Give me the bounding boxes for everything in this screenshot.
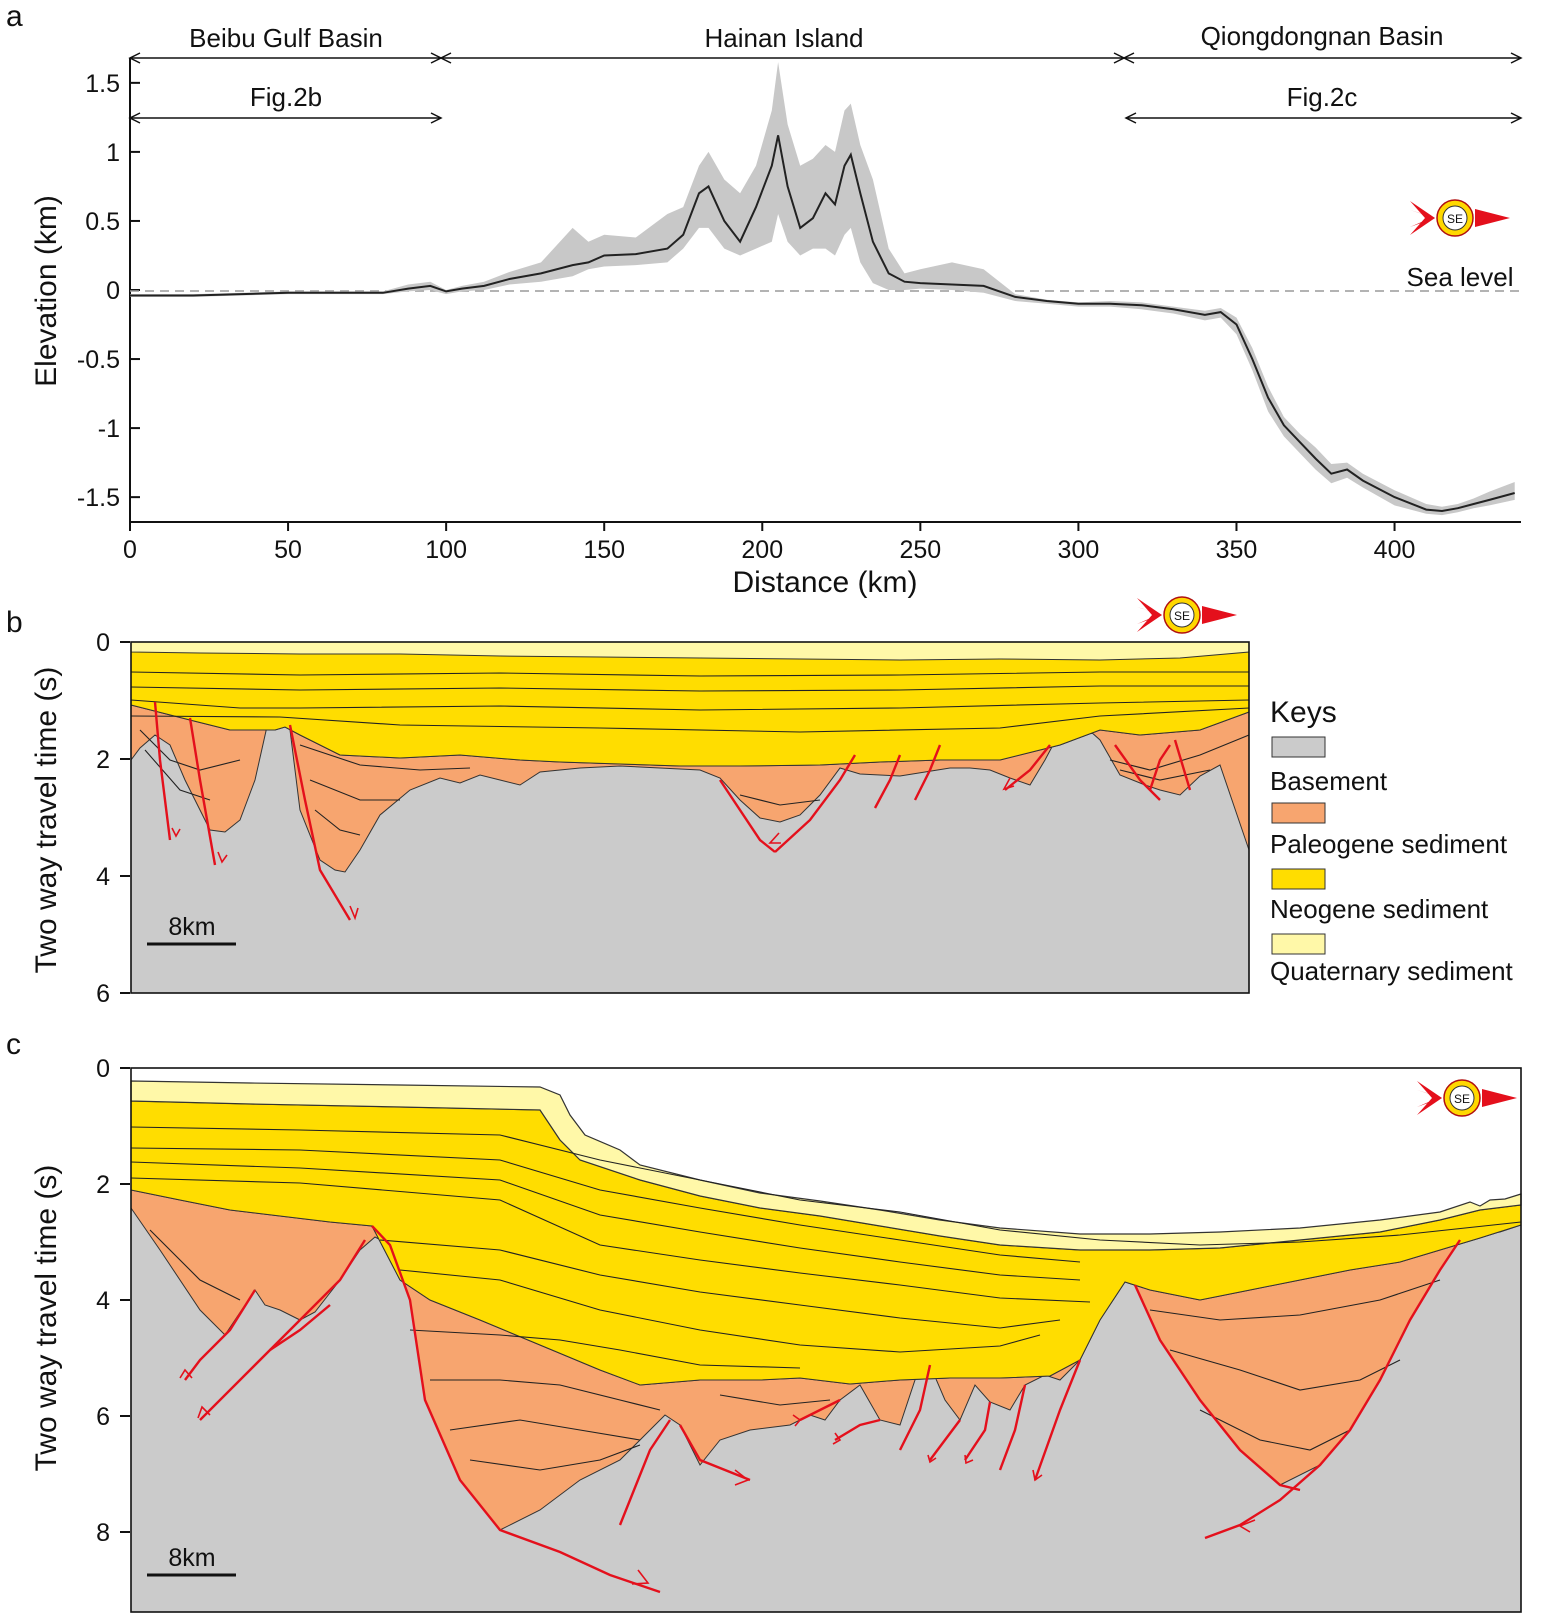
- b-frame: [130, 641, 1250, 994]
- y-axis-ticks: 1.5 1 0.5 0 -0.5 -1 -1.5: [77, 70, 140, 512]
- region-label-beibu: Beibu Gulf Basin: [189, 23, 383, 53]
- b-neogene: [130, 651, 1250, 767]
- legend-swatch-paleogene: [1271, 802, 1326, 824]
- x-axis-ticks: 0 50 100 150 200 250 300 350 400: [123, 522, 1415, 564]
- legend-label-neogene: Neogene sediment: [1270, 894, 1489, 924]
- y-tick-label: 0.5: [85, 208, 120, 236]
- panel-b-tick-2: 2: [96, 746, 110, 774]
- region-label-qiongdongnan: Qiongdongnan Basin: [1201, 21, 1444, 51]
- y-tick-label: -1: [98, 415, 120, 443]
- legend-label-basement: Basement: [1270, 766, 1388, 796]
- fig-ref-2b: Fig.2b: [250, 82, 322, 112]
- x-tick-label: 300: [1058, 536, 1100, 564]
- region-label-hainan: Hainan Island: [705, 23, 864, 53]
- c-frame: [130, 1067, 1522, 1613]
- panel-b: b Two way travel time (s) 0 2 4 6: [6, 596, 1514, 1008]
- legend-title: Keys: [1270, 696, 1337, 729]
- mean-elevation-line: [130, 135, 1515, 513]
- panel-b-tick-4: 4: [96, 863, 110, 891]
- legend-swatch-quaternary: [1271, 933, 1326, 955]
- compass-c-label: SE: [1454, 1092, 1470, 1106]
- panel-c-y-axis-ticks: [120, 1067, 130, 1533]
- y-tick-label: -0.5: [77, 346, 120, 374]
- panel-b-label: b: [6, 606, 23, 639]
- panel-c: c Two way travel time (s) 0 2 4 6 8: [6, 1028, 1522, 1613]
- x-tick-label: 150: [583, 536, 625, 564]
- region-arrows: [128, 52, 1523, 124]
- panel-c-tick-0: 0: [96, 1055, 110, 1083]
- elevation-range-band: [130, 62, 1515, 516]
- y-axis-title: Elevation (km): [30, 195, 63, 387]
- c-horizons: [130, 1126, 1522, 1471]
- legend-swatch-neogene: [1271, 868, 1326, 890]
- panel-c-y-axis-title: Two way travel time (s): [30, 1165, 63, 1472]
- panel-c-tick-2: 2: [96, 1171, 110, 1199]
- compass-b: SE: [1136, 596, 1238, 634]
- panel-b-tick-6: 6: [96, 980, 110, 1008]
- panel-a-label: a: [6, 0, 23, 33]
- c-scale-label: 8km: [168, 1544, 215, 1572]
- x-tick-label: 50: [274, 536, 302, 564]
- panel-c-tick-4: 4: [96, 1287, 110, 1315]
- x-tick-label: 200: [741, 536, 783, 564]
- compass-a: SE: [1409, 199, 1511, 237]
- y-tick-label: 0: [106, 277, 120, 305]
- c-basement: [131, 1208, 1521, 1612]
- panel-b-y-axis-ticks: [120, 641, 130, 994]
- panel-c-label: c: [6, 1028, 21, 1061]
- y-tick-label: 1: [106, 139, 120, 167]
- x-tick-label: 250: [899, 536, 941, 564]
- panel-b-y-axis-title: Two way travel time (s): [30, 667, 63, 974]
- x-tick-label: 0: [123, 536, 137, 564]
- x-tick-label: 100: [425, 536, 467, 564]
- b-quaternary: [130, 641, 1250, 661]
- b-scale-label: 8km: [168, 913, 215, 941]
- b-faults: [153, 701, 1192, 921]
- panel-c-tick-6: 6: [96, 1403, 110, 1431]
- sea-level-label: Sea level: [1407, 262, 1514, 292]
- panel-a: a Beibu Gulf Basin Hainan Island Qiongdo…: [6, 0, 1523, 599]
- c-quaternary: [130, 1080, 1522, 1251]
- x-tick-label: 350: [1216, 536, 1258, 564]
- c-faults: [179, 1225, 1461, 1594]
- compass-c: SE: [1416, 1079, 1518, 1117]
- legend-swatch-basement: [1271, 736, 1326, 758]
- fig-ref-2c: Fig.2c: [1287, 82, 1358, 112]
- legend-label-quaternary: Quaternary sediment: [1270, 956, 1514, 986]
- y-tick-label: 1.5: [85, 70, 120, 98]
- legend: Keys Basement Paleogene sediment Neogene…: [1270, 696, 1514, 986]
- compass-b-label: SE: [1174, 609, 1190, 623]
- legend-label-paleogene: Paleogene sediment: [1270, 829, 1508, 859]
- panel-c-tick-8: 8: [96, 1519, 110, 1547]
- x-axis-title: Distance (km): [732, 566, 917, 599]
- compass-a-label: SE: [1447, 212, 1463, 226]
- x-tick-label: 400: [1374, 536, 1416, 564]
- y-tick-label: -1.5: [77, 484, 120, 512]
- panel-b-tick-0: 0: [96, 629, 110, 657]
- b-horizons: [130, 671, 1250, 836]
